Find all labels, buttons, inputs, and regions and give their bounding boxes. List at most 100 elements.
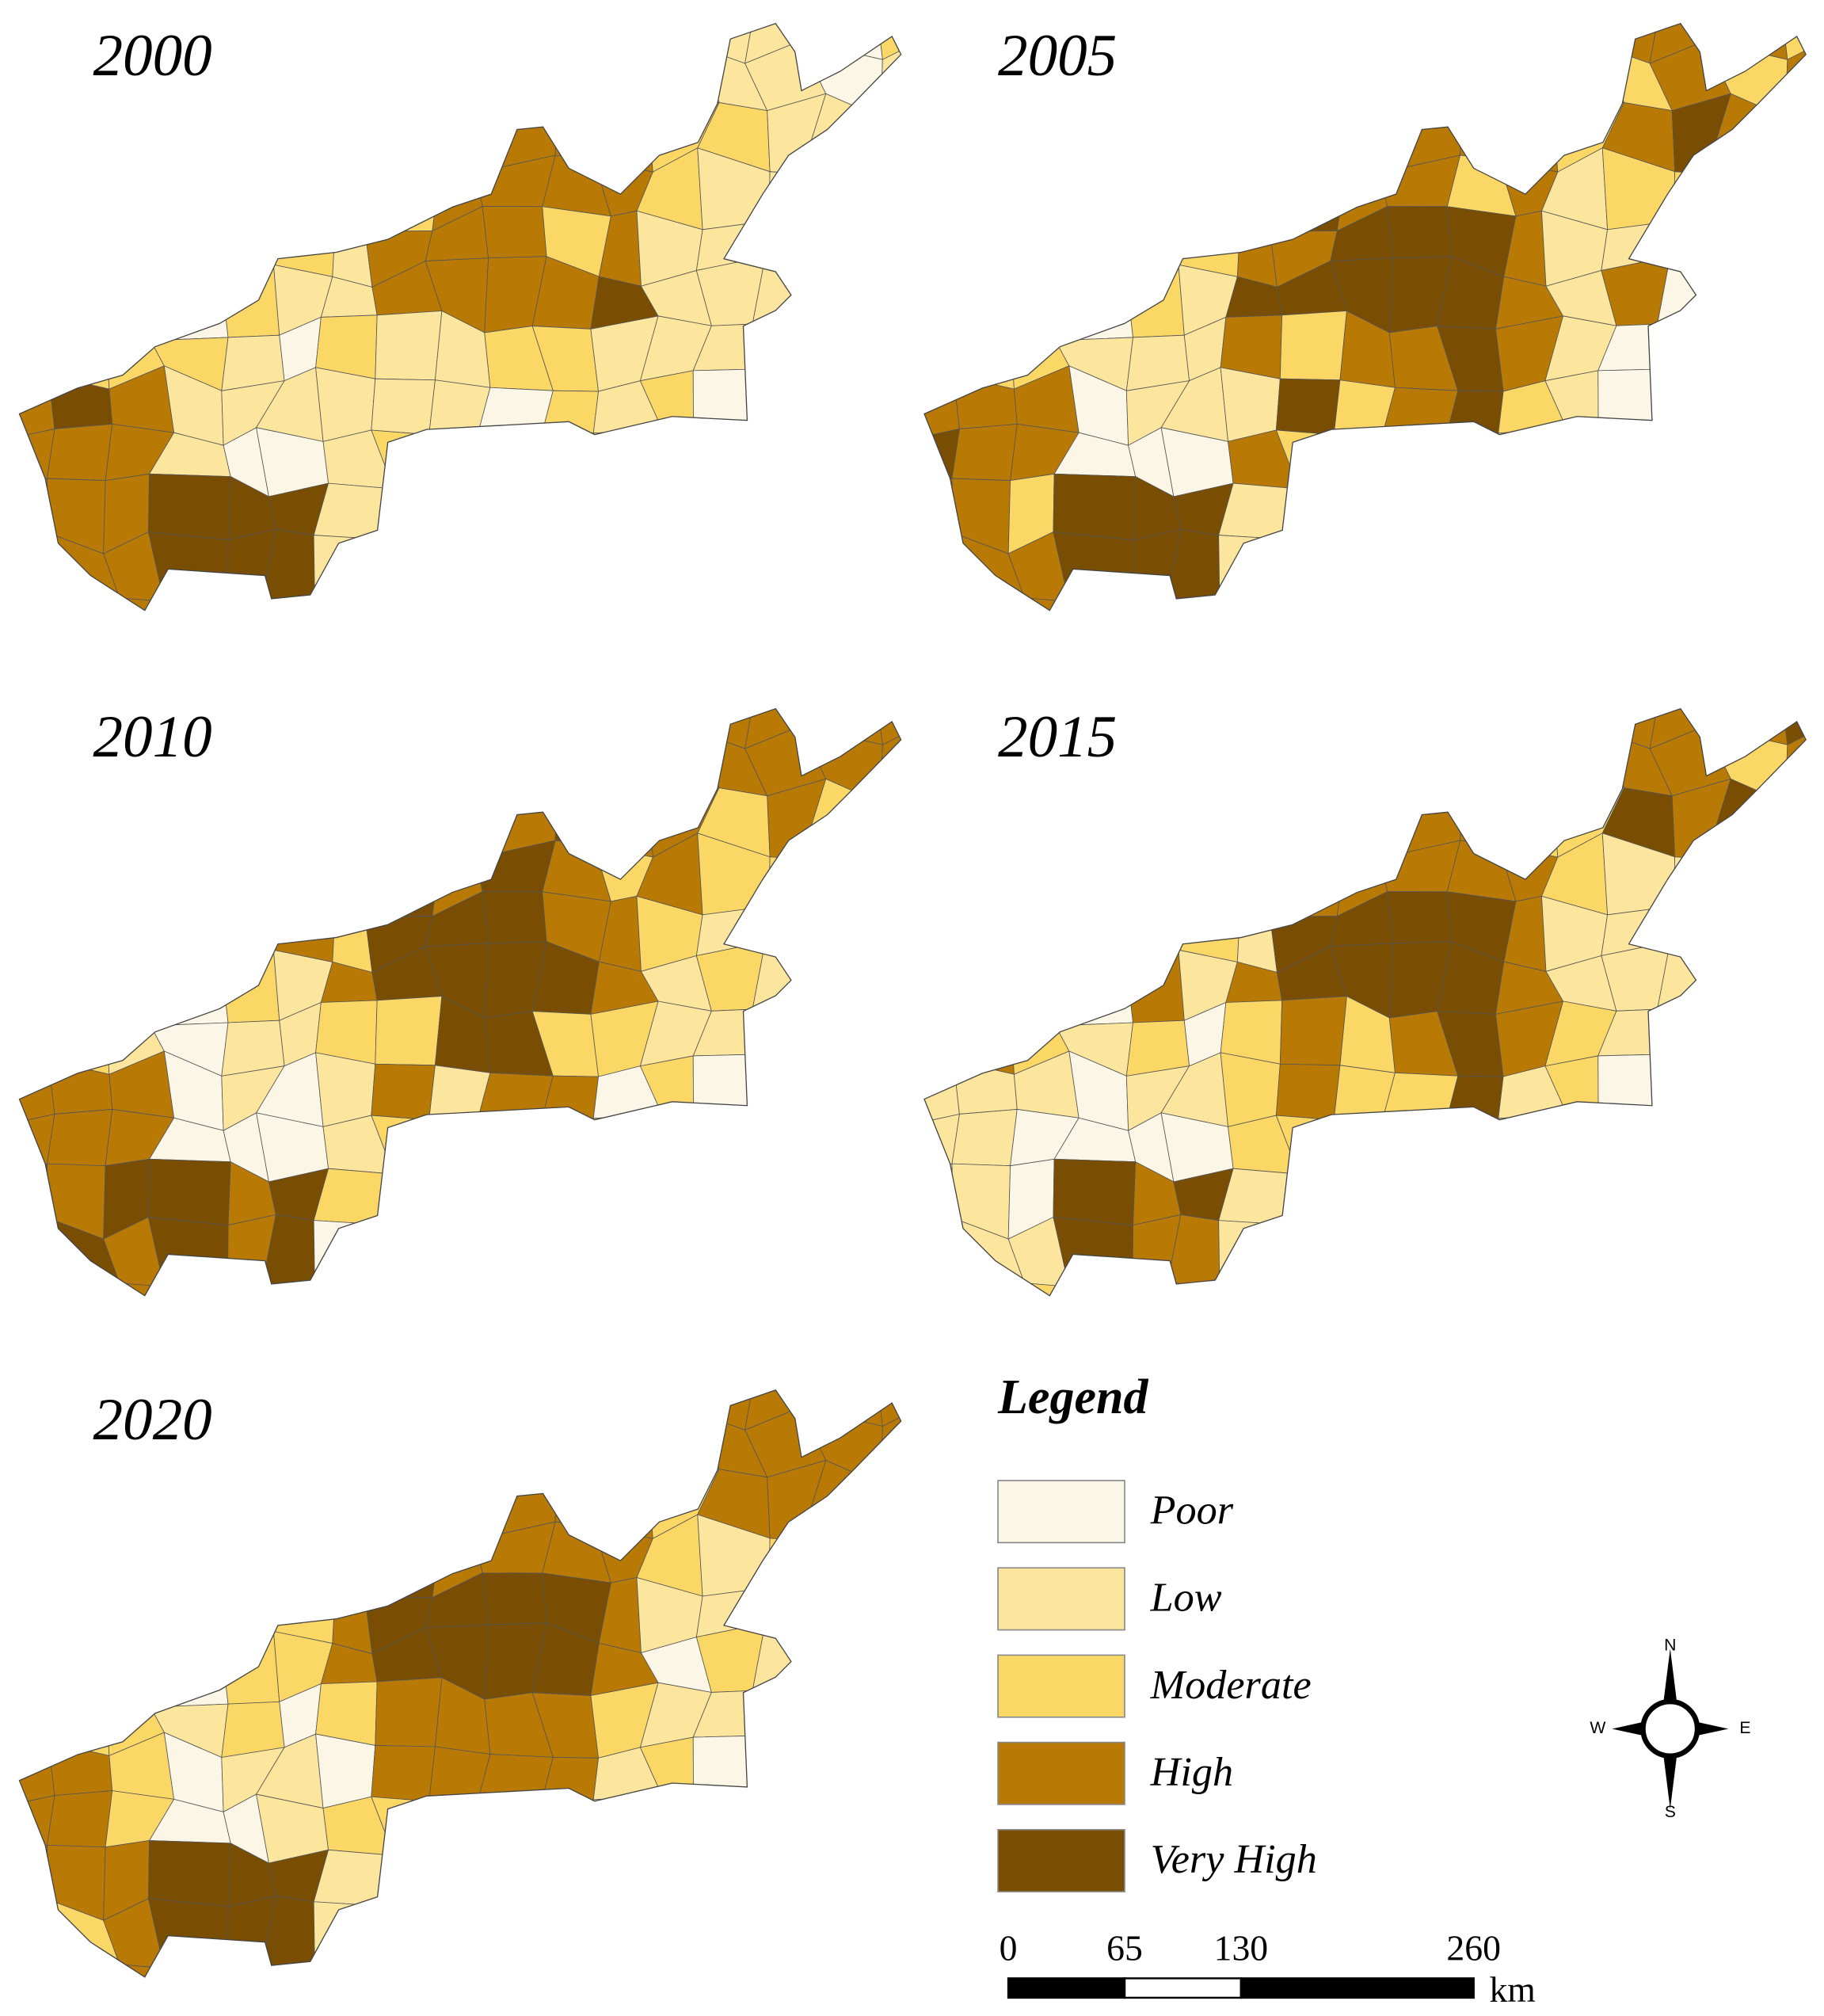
district [802, 954, 871, 1018]
district [19, 1270, 52, 1296]
district [19, 1214, 52, 1292]
map-panel [924, 23, 1824, 611]
district [378, 708, 451, 751]
district [924, 478, 954, 534]
district [364, 1532, 441, 1599]
district [1055, 787, 1130, 851]
district [1818, 1106, 1824, 1188]
district [600, 486, 666, 553]
scale-segment [1123, 1977, 1243, 1999]
district [1779, 23, 1807, 60]
district [1283, 708, 1355, 751]
district [150, 1648, 229, 1708]
district [802, 269, 871, 333]
district [436, 1965, 489, 1977]
district [1378, 1111, 1449, 1185]
district [1720, 1213, 1780, 1272]
district [205, 895, 274, 968]
district [147, 532, 229, 603]
district [375, 996, 443, 1066]
district [1766, 419, 1807, 505]
district [802, 1635, 871, 1699]
district [914, 724, 983, 803]
district [374, 1283, 447, 1296]
district [384, 1854, 429, 1919]
district [329, 1389, 381, 1426]
district [924, 375, 960, 440]
district [364, 851, 441, 917]
district [46, 423, 113, 482]
district [1219, 605, 1281, 611]
district [1234, 708, 1285, 745]
district [924, 166, 974, 223]
district [1275, 1063, 1341, 1121]
district [540, 426, 601, 500]
district [535, 1389, 611, 1437]
district [1557, 708, 1606, 734]
district [1335, 725, 1403, 809]
district [858, 1267, 901, 1296]
district [1819, 39, 1824, 118]
district [379, 1408, 435, 1477]
district [1657, 256, 1732, 333]
compass-label: N [1664, 1637, 1676, 1655]
district [945, 890, 1027, 966]
district [100, 103, 169, 166]
district [1384, 708, 1453, 741]
district [263, 1389, 336, 1426]
district [1707, 1069, 1786, 1134]
district [924, 996, 962, 1069]
district [1498, 429, 1568, 501]
district [1387, 891, 1453, 944]
district [635, 533, 717, 606]
district [924, 529, 958, 607]
district [480, 1240, 559, 1290]
map-panel [19, 708, 991, 1296]
district [924, 204, 962, 280]
district [1059, 1286, 1136, 1296]
district [910, 840, 972, 906]
district [535, 708, 611, 756]
district [1324, 1119, 1407, 1182]
district [920, 947, 991, 1012]
district [428, 1917, 489, 1971]
district [863, 999, 901, 1070]
district [1126, 949, 1185, 1023]
district [313, 1542, 366, 1599]
district [1707, 212, 1782, 280]
district [1340, 598, 1394, 611]
district [148, 1840, 231, 1907]
district [1560, 1172, 1619, 1238]
district [1284, 41, 1339, 111]
district [101, 890, 163, 973]
district [1218, 98, 1290, 178]
scale-label: 130 [1214, 1928, 1269, 1968]
district [1168, 708, 1240, 745]
district [1167, 594, 1234, 611]
district [1819, 724, 1824, 803]
district [1815, 155, 1824, 221]
district [100, 158, 169, 228]
district [221, 264, 280, 338]
district [19, 23, 51, 70]
district [313, 861, 366, 917]
district [1457, 1274, 1509, 1296]
district [920, 1682, 977, 1748]
district [691, 1178, 768, 1223]
district [802, 212, 877, 280]
compass-label: E [1739, 1719, 1750, 1737]
compass-ring [1640, 1698, 1700, 1759]
district [1707, 269, 1776, 333]
district [1597, 1290, 1675, 1296]
district [1279, 311, 1347, 381]
district [924, 708, 956, 755]
compass-label: S [1665, 1803, 1676, 1821]
district [1505, 486, 1571, 553]
district [754, 1851, 826, 1904]
district [910, 1522, 972, 1587]
district [953, 1013, 1015, 1075]
district [221, 796, 281, 848]
district [543, 1756, 600, 1801]
district [53, 97, 112, 174]
district [150, 1469, 225, 1532]
